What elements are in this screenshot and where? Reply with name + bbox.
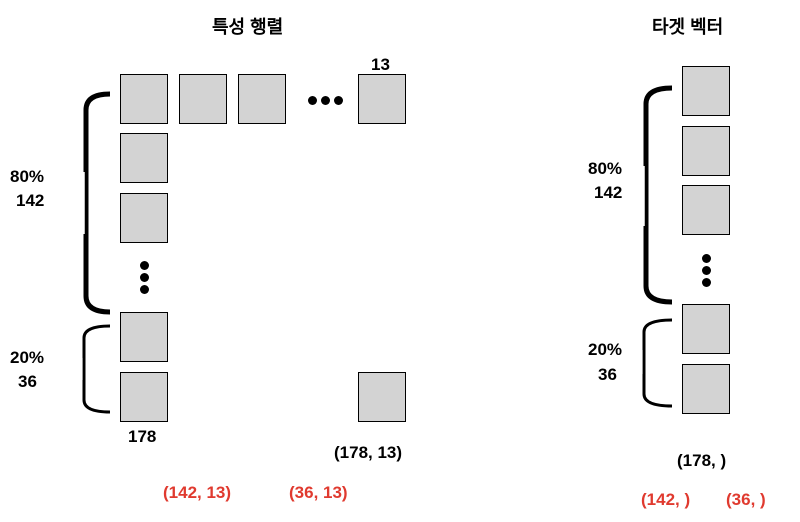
train-shape-label: (142, 13) xyxy=(163,483,232,502)
matrix-shape-label: (178, 13) xyxy=(334,443,403,462)
target-train-rows-label: 142 xyxy=(594,183,623,202)
train-bracket xyxy=(83,91,111,315)
ellipsis-dot xyxy=(702,278,711,287)
target-train-shape-label: (142, ) xyxy=(641,490,691,509)
matrix-cell xyxy=(358,372,406,422)
matrix-cell xyxy=(238,74,286,124)
matrix-cell xyxy=(358,74,406,124)
matrix-cell xyxy=(120,193,168,243)
train-percent-label: 80% xyxy=(10,167,45,186)
train-rows-label: 142 xyxy=(16,191,45,210)
test-percent-label: 20% xyxy=(10,348,45,367)
test-bracket xyxy=(82,324,111,414)
target-test-rows-label: 36 xyxy=(598,365,617,384)
matrix-cell xyxy=(120,372,168,422)
vector-cell xyxy=(682,66,730,116)
test-rows-label: 36 xyxy=(18,372,37,391)
row-count-label: 178 xyxy=(128,427,157,446)
matrix-cell xyxy=(179,74,227,124)
vector-shape-label: (178, ) xyxy=(677,451,727,470)
target-test-percent-label: 20% xyxy=(588,340,623,359)
ellipsis-dot xyxy=(321,96,330,105)
vector-cell xyxy=(682,304,730,354)
target-vector-title: 타겟 벡터 xyxy=(652,17,724,37)
matrix-cell xyxy=(120,312,168,362)
ellipsis-dot xyxy=(308,96,317,105)
ellipsis-dot xyxy=(702,266,711,275)
ellipsis-dot xyxy=(140,261,149,270)
target-train-bracket xyxy=(643,85,673,305)
feature-matrix-title: 특성 행렬 xyxy=(212,17,284,37)
ellipsis-dot xyxy=(140,285,149,294)
vector-cell xyxy=(682,185,730,235)
target-test-bracket xyxy=(642,318,673,408)
matrix-cell xyxy=(120,133,168,183)
ellipsis-dot xyxy=(140,273,149,282)
target-train-percent-label: 80% xyxy=(588,159,623,178)
ellipsis-dot xyxy=(334,96,343,105)
ellipsis-dot xyxy=(702,254,711,263)
test-shape-label: (36, 13) xyxy=(289,483,348,502)
vector-cell xyxy=(682,126,730,176)
target-test-shape-label: (36, ) xyxy=(726,490,766,509)
vector-cell xyxy=(682,364,730,414)
column-count-label: 13 xyxy=(371,55,390,74)
matrix-cell xyxy=(120,74,168,124)
